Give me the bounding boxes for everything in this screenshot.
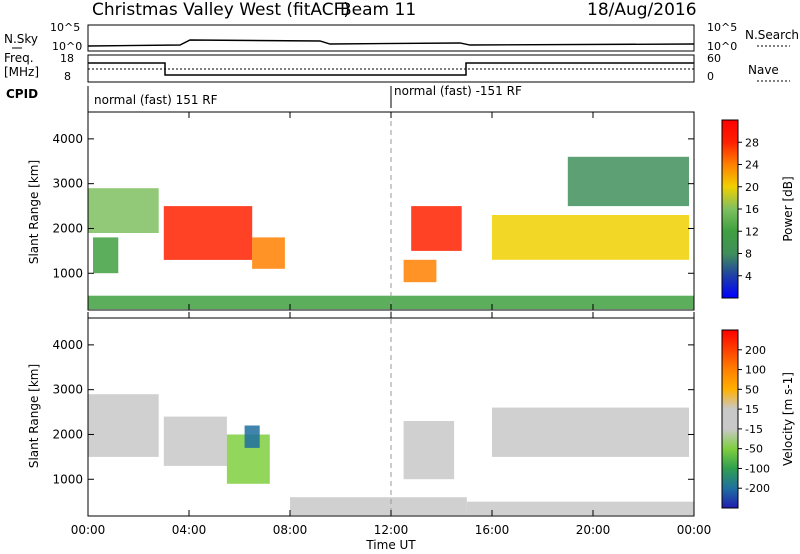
nave-label: Nave xyxy=(748,63,779,77)
power-region-5 xyxy=(403,259,437,283)
nave-tick-top: 60 xyxy=(707,52,721,65)
colorbar-tick-label: -100 xyxy=(745,462,770,475)
noise-tick-left-top: 10^5 xyxy=(50,21,80,34)
power-region-0 xyxy=(88,188,159,233)
y-tick-label: 2000 xyxy=(52,221,83,235)
freq-tick-bottom: 8 xyxy=(64,70,71,83)
site-title: Christmas Valley West (fitACF) xyxy=(92,0,350,20)
velocity-ylabel: Slant Range [km] xyxy=(27,364,41,468)
nsky-trace xyxy=(87,39,695,47)
colorbar-tick-label: 15 xyxy=(745,403,759,416)
colorbar-tick-label: 24 xyxy=(745,159,759,172)
colorbar-tick-label: 12 xyxy=(745,225,759,238)
x-tick-label: 20:00 xyxy=(576,523,611,537)
colorbar-tick-label: 4 xyxy=(745,270,752,283)
x-tick-label: 00:00 xyxy=(677,523,712,537)
nsearch-label: N.Search xyxy=(745,28,799,42)
velocity-panel: 4000 3000 2000 1000 Slant Range [km] xyxy=(27,317,695,517)
colorbar-tick-label: 50 xyxy=(745,383,759,396)
colorbar-tick-label: 28 xyxy=(745,136,759,149)
x-tick-label: 16:00 xyxy=(475,523,510,537)
power-y-ticks: 4000 3000 2000 1000 xyxy=(52,132,694,280)
freq-label: Freq. xyxy=(4,51,34,65)
power-region-4 xyxy=(411,206,462,251)
freq-strip-frame xyxy=(87,54,695,83)
power-region-7 xyxy=(567,156,689,207)
power-ylabel: Slant Range [km] xyxy=(27,160,41,264)
x-axis-label: Time UT xyxy=(365,538,416,552)
velocity-y-ticks: 4000 3000 2000 1000 xyxy=(52,338,694,486)
velocity-colorbar-label: Velocity [m s-1] xyxy=(781,372,795,466)
y-tick-label: 4000 xyxy=(52,132,83,146)
cpid-label: CPID xyxy=(6,87,38,101)
x-axis-ticks: 00:00 04:00 08:00 12:00 16:00 20:00 00:00 xyxy=(71,112,712,537)
power-data-layer xyxy=(88,156,694,310)
power-region-1 xyxy=(93,237,119,274)
y-tick-label: 3000 xyxy=(52,383,83,397)
y-tick-label: 1000 xyxy=(52,266,83,280)
freq-unit: [MHz] xyxy=(4,65,39,79)
power-region-2 xyxy=(163,206,253,260)
velocity-region-7 xyxy=(466,501,695,516)
velocity-region-6 xyxy=(290,497,467,516)
colorbar-tick-label: -50 xyxy=(745,443,763,456)
noise-tick-right-bottom: 10^0 xyxy=(707,40,737,53)
colorbar-tick-label: -15 xyxy=(745,423,763,436)
velocity-data-layer xyxy=(88,394,695,516)
colorbar-tick-label: 200 xyxy=(745,344,766,357)
nave-tick-bottom: 0 xyxy=(707,70,714,83)
noise-tick-right-top: 10^5 xyxy=(707,21,737,34)
velocity-region-4 xyxy=(403,421,455,480)
noise-tick-left-bottom: 10^0 xyxy=(52,40,82,53)
velocity-region-5 xyxy=(492,407,689,457)
velocity-region-3 xyxy=(244,425,260,448)
nsky-label: N.Sky xyxy=(4,32,38,46)
y-tick-label: 2000 xyxy=(52,427,83,441)
freq-trace xyxy=(88,62,694,76)
date-title: 18/Aug/2016 xyxy=(587,0,697,20)
cpid-segment-1: normal (fast) 151 RF xyxy=(94,93,218,107)
y-tick-label: 1000 xyxy=(52,472,83,486)
velocity-region-1 xyxy=(163,416,227,466)
colorbar-tick-label: 100 xyxy=(745,364,766,377)
freq-tick-top: 18 xyxy=(60,52,74,65)
velocity-region-0 xyxy=(88,394,159,457)
colorbar-tick-label: 16 xyxy=(745,203,759,216)
cpid-segment-2: normal (fast) -151 RF xyxy=(394,84,522,98)
power-region-3 xyxy=(252,237,285,269)
colorbar-tick-label: -200 xyxy=(745,482,770,495)
power-region-6 xyxy=(492,215,689,260)
beam-title: Beam 11 xyxy=(340,0,416,20)
y-tick-label: 3000 xyxy=(52,177,83,191)
x-tick-label: 00:00 xyxy=(71,523,106,537)
x-tick-label: 08:00 xyxy=(273,523,308,537)
power-panel: 4000 3000 2000 1000 Slant Range [km] xyxy=(27,111,695,311)
power-colorbar xyxy=(721,119,739,299)
colorbar-tick-label: 8 xyxy=(745,248,752,261)
velocity-colorbar xyxy=(721,329,739,509)
colorbar-tick-label: 20 xyxy=(745,181,759,194)
power-colorbar-ticks: 28 24 20 16 12 8 4 xyxy=(738,136,759,283)
x-tick-label: 12:00 xyxy=(374,523,409,537)
y-tick-label: 4000 xyxy=(52,338,83,352)
velocity-colorbar-ticks: 200 100 50 15 -15 -50 -100 -200 xyxy=(738,344,770,495)
x-tick-label: 04:00 xyxy=(172,523,207,537)
power-colorbar-label: Power [dB] xyxy=(781,176,795,241)
noise-strip-frame xyxy=(87,24,695,52)
